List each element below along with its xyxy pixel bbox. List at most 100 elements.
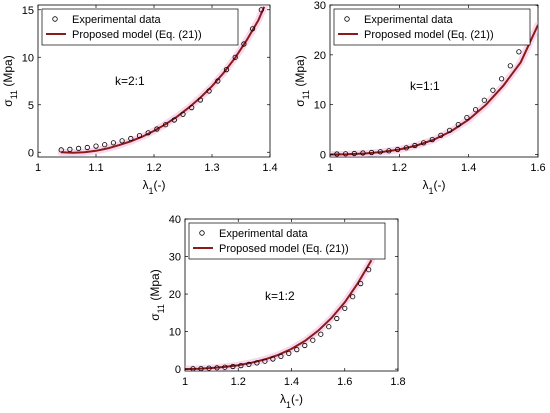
data-point (318, 331, 324, 337)
x-tick-label: 1.2 (146, 162, 161, 174)
data-point (366, 267, 372, 273)
data-point (128, 135, 134, 142)
x-tick-label: 1.2 (231, 376, 246, 388)
data-point (358, 280, 364, 287)
data-point (180, 111, 186, 117)
data-point (163, 122, 169, 128)
data-point (262, 358, 268, 364)
data-point (258, 7, 264, 13)
data-point (455, 122, 461, 128)
legend-box (333, 8, 531, 46)
data-point (154, 126, 160, 132)
data-point (58, 147, 64, 153)
data-point (507, 63, 513, 69)
data-point (93, 143, 99, 149)
annotation-label: k=1:1 (410, 79, 440, 93)
x-tick-label: 1.4 (262, 162, 277, 174)
data-point (214, 365, 220, 371)
data-point (326, 324, 332, 330)
data-point (294, 346, 300, 353)
data-point (498, 76, 505, 82)
legend-label-model: Proposed model (Eq. (21)) (364, 29, 494, 41)
data-point (232, 54, 238, 60)
data-point (119, 138, 125, 144)
y-tick-label: 10 (314, 100, 326, 112)
data-point (368, 149, 375, 156)
data-point (84, 144, 90, 151)
data-point (334, 151, 340, 157)
data-point (250, 26, 256, 32)
x-tick-label: 1 (182, 376, 188, 388)
data-point (238, 362, 244, 369)
legend: Experimental data Proposed model (Eq. (21… (41, 8, 239, 46)
data-point (215, 78, 221, 84)
annotation-label: k=1:2 (265, 289, 295, 303)
data-point (198, 366, 204, 371)
x-tick-label: 1.4 (284, 376, 299, 388)
legend-box (41, 8, 239, 46)
legend-label-experimental: Experimental data (72, 14, 162, 26)
data-point (223, 67, 230, 73)
x-axis-label: λ1(-) (142, 178, 165, 196)
y-tick-label: 5 (28, 100, 34, 112)
data-point (394, 146, 401, 153)
chart-1: 1 1.1 1.2 1.3 1.4 0 5 10 15 λ1(-) σ11 (Mpa) k=2:1 Ex… (1, 4, 278, 196)
data-point (360, 150, 366, 156)
data-point (429, 137, 435, 143)
data-point (403, 145, 409, 151)
data-point (76, 145, 82, 151)
x-tick-label: 1.6 (337, 376, 352, 388)
y-tick-label: 30 (169, 252, 181, 264)
data-point (190, 366, 196, 371)
data-point (110, 140, 117, 146)
y-tick-label: 20 (314, 50, 326, 62)
data-point (67, 146, 73, 152)
legend-label-model: Proposed model (Eq. (21)) (219, 243, 349, 255)
data-point (171, 117, 177, 123)
y-axis-label: σ11 (Mpa) (148, 269, 166, 320)
data-point (241, 41, 247, 47)
data-point (222, 364, 228, 370)
data-point (278, 353, 284, 359)
y-tick-label: 20 (169, 289, 181, 301)
data-point (350, 294, 356, 300)
data-point (377, 149, 383, 155)
legend: Experimental data Proposed model (Eq. (21… (333, 8, 531, 46)
data-point (206, 365, 212, 371)
data-point (446, 127, 453, 133)
data-point (342, 305, 348, 311)
legend-label-experimental: Experimental data (364, 14, 454, 26)
y-tick-label: 0 (28, 147, 34, 159)
annotation-label: k=2:1 (115, 74, 145, 88)
data-point (351, 150, 357, 157)
x-tick-label: 1.1 (88, 162, 103, 174)
data-point (516, 49, 522, 55)
data-point (230, 363, 236, 370)
y-tick-label: 10 (22, 52, 34, 64)
data-point (472, 107, 479, 113)
x-axis-label: λ1(-) (422, 178, 445, 196)
legend: Experimental data Proposed model (Eq. (21… (188, 222, 386, 260)
legend-marker-experimental (344, 16, 350, 22)
y-tick-label: 0 (175, 364, 181, 376)
data-point (420, 140, 427, 146)
x-tick-label: 1.3 (204, 162, 219, 174)
x-tick-label: 1 (327, 162, 333, 174)
data-point (438, 132, 444, 138)
legend-label-model: Proposed model (Eq. (21)) (72, 29, 202, 41)
data-point (270, 356, 276, 362)
y-tick-label: 30 (314, 0, 326, 12)
y-axis-label: σ11 (Mpa) (293, 55, 311, 106)
data-point (302, 342, 308, 349)
x-tick-label: 1 (35, 162, 41, 174)
y-axis-label: σ11 (Mpa) (1, 55, 19, 106)
chart-3: 1 1.2 1.4 1.6 1.8 0 10 20 30 40 λ1(-) σ11 (Mpa) k=1:… (148, 214, 406, 410)
y-tick-label: 0 (320, 150, 326, 162)
data-point (197, 97, 203, 103)
y-tick-label: 15 (22, 5, 34, 17)
data-point (206, 88, 212, 94)
data-point (386, 148, 392, 154)
chart-2: 1 1.2 1.4 1.6 0 10 20 30 λ1(-) σ11 (Mpa) k=1:1 Expe… (293, 0, 546, 196)
plot-marks (330, 5, 538, 157)
